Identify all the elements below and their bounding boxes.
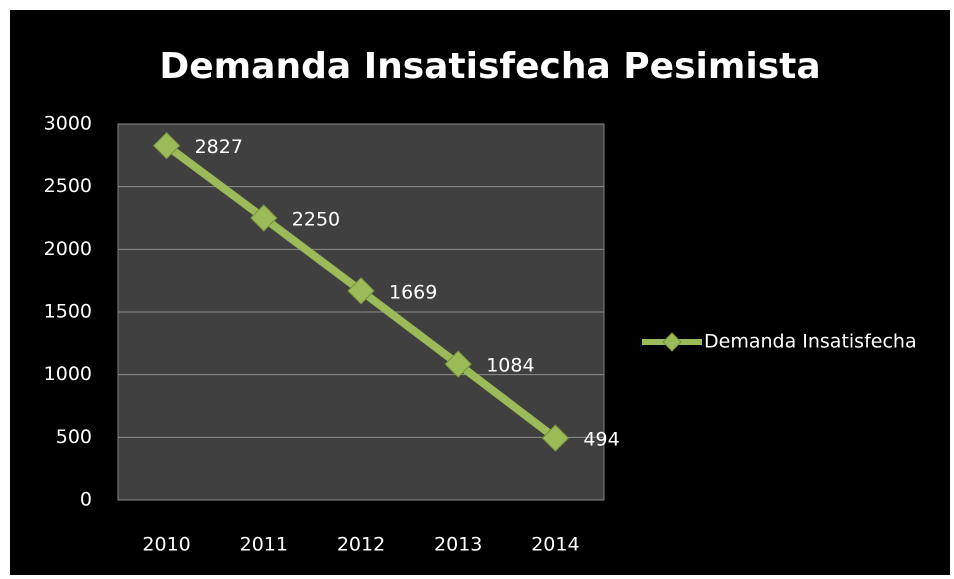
marker: [347, 277, 375, 305]
marker: [152, 131, 181, 160]
y-tick-label: 3000: [44, 113, 92, 135]
data-label: 494: [583, 429, 619, 451]
data-label: 2250: [292, 209, 340, 231]
y-tick-label: 500: [56, 426, 92, 448]
y-tick-label: 1500: [44, 301, 92, 323]
y-tick-label: 0: [80, 489, 92, 511]
marker: [541, 424, 570, 452]
data-label: 1669: [389, 281, 437, 303]
legend-marker: [662, 332, 682, 352]
chart-title: Demanda Insatisfecha Pesimista: [159, 46, 820, 87]
y-tick-label: 2500: [44, 175, 92, 197]
x-tick-label: 2011: [240, 534, 288, 556]
y-tick-label: 1000: [44, 363, 92, 385]
data-label: 1084: [486, 355, 534, 377]
x-tick-label: 2012: [337, 534, 385, 556]
marker: [250, 204, 278, 232]
x-tick-label: 2014: [531, 534, 579, 556]
legend-label: Demanda Insatisfecha: [704, 331, 917, 353]
y-tick-label: 2000: [44, 238, 92, 260]
x-tick-label: 2010: [142, 534, 190, 556]
marker: [444, 350, 472, 378]
x-tick-label: 2013: [434, 534, 482, 556]
data-label: 2827: [195, 136, 243, 158]
